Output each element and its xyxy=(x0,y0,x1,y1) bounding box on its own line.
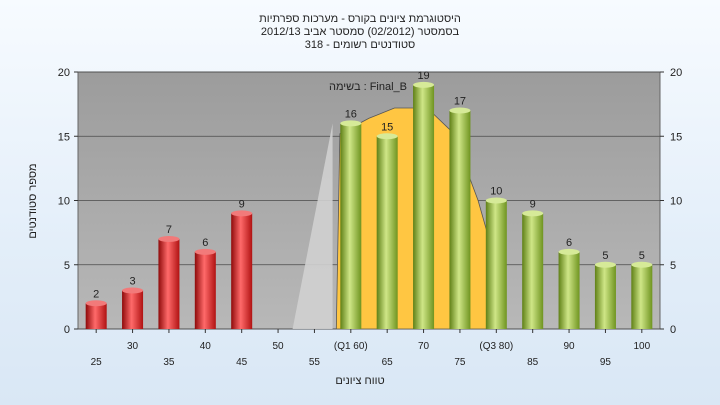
bar xyxy=(449,110,471,329)
bar xyxy=(631,264,653,329)
x-tick-label: 35 xyxy=(163,357,175,368)
bar-value-label: 9 xyxy=(239,198,245,210)
bar xyxy=(522,213,544,329)
y-axis-label: מספר סטודנטים xyxy=(27,163,39,238)
x-tick-label: 25 xyxy=(91,357,103,368)
bar xyxy=(340,123,362,330)
bar xyxy=(231,213,253,329)
bar xyxy=(158,239,180,329)
x-tick-label: 40 xyxy=(200,341,212,352)
bar-cap xyxy=(449,107,471,114)
bar-series xyxy=(85,81,653,330)
chart-title-line-3: סטודנטים רשומים - 318 xyxy=(305,39,416,51)
bar-value-label: 3 xyxy=(130,275,136,287)
bar xyxy=(594,264,616,329)
series-annotation: בשימה : Final_B xyxy=(329,81,407,93)
bar xyxy=(558,251,580,329)
bar-value-label: 2 xyxy=(93,288,99,300)
bar-value-label: 10 xyxy=(490,186,502,198)
bar xyxy=(85,303,107,329)
bar-cap xyxy=(340,120,362,127)
bar xyxy=(485,200,507,329)
x-tick-label: 95 xyxy=(600,357,612,368)
y-tick-label-right: 20 xyxy=(670,67,682,79)
bar-cap xyxy=(522,210,544,217)
data-labels: 2 3 7 6 9 16 15 19 17 10 9 6 5 5 xyxy=(93,70,645,300)
x-tick-label: 30 xyxy=(127,341,139,352)
bar-value-label: 6 xyxy=(202,237,208,249)
bar-cap xyxy=(558,248,580,255)
bar xyxy=(122,290,144,329)
x-tick-label: 45 xyxy=(236,357,248,368)
bar-cap xyxy=(594,261,616,268)
chart-title-line-2: בסמסטר (02/2012) סמסטר אביב 2012/13 xyxy=(261,26,460,38)
bar-value-label: 19 xyxy=(417,70,429,82)
bar-value-label: 7 xyxy=(166,224,172,236)
y-tick-label: 15 xyxy=(58,131,70,143)
y-axis-right: 0 5 10 15 20 xyxy=(660,67,682,336)
bar-value-label: 9 xyxy=(530,198,536,210)
bar-cap xyxy=(231,210,253,217)
x-tick-label: 55 xyxy=(309,357,321,368)
y-tick-label-right: 10 xyxy=(670,196,682,208)
bar xyxy=(413,84,435,329)
y-tick-label: 10 xyxy=(58,196,70,208)
x-axis-label: טווח ציונים xyxy=(335,375,384,387)
lower-area xyxy=(292,123,333,330)
y-tick-label-right: 5 xyxy=(670,260,676,272)
bar-value-label: 16 xyxy=(345,108,357,120)
x-tick-label: 85 xyxy=(527,357,539,368)
bar-cap xyxy=(413,81,435,88)
y-axis-left: 0 5 10 15 20 xyxy=(58,67,78,336)
bar-cap xyxy=(376,133,398,140)
x-tick-label: 70 xyxy=(418,341,430,352)
bar-cap xyxy=(631,261,653,268)
x-tick-label: 65 xyxy=(382,357,394,368)
chart-title-line-1: היסטוגרמת ציונים בקורס - מערכות ספרתיות xyxy=(259,13,461,25)
x-axis: 25 30 35 40 45 50 55 (Q1 60) 65 70 75 (Q3 80) 85 90 95… xyxy=(91,329,651,368)
bar-value-label: 5 xyxy=(602,250,608,262)
x-tick-label: (Q3 80) xyxy=(479,341,513,352)
bar-cap xyxy=(122,287,144,294)
x-tick-label: (Q1 60) xyxy=(334,341,368,352)
bar-cap xyxy=(85,300,107,307)
bar-value-label: 5 xyxy=(639,250,645,262)
x-tick-label: 100 xyxy=(633,341,650,352)
y-tick-label: 5 xyxy=(64,260,70,272)
bar-value-label: 15 xyxy=(381,121,393,133)
bar-cap xyxy=(194,248,216,255)
y-tick-label: 20 xyxy=(58,67,70,79)
bar-cap xyxy=(485,197,507,204)
y-tick-label-right: 15 xyxy=(670,131,682,143)
y-tick-label: 0 xyxy=(64,324,70,336)
bar xyxy=(194,251,216,329)
bar xyxy=(376,136,398,329)
bar-value-label: 17 xyxy=(454,96,466,108)
bar-cap xyxy=(158,236,180,243)
x-tick-label: 75 xyxy=(454,357,466,368)
y-tick-label-right: 0 xyxy=(670,324,676,336)
chart-title: היסטוגרמת ציונים בקורס - מערכות ספרתיות … xyxy=(259,13,461,51)
x-tick-label: 50 xyxy=(273,341,285,352)
x-tick-label: 90 xyxy=(564,341,576,352)
bar-value-label: 6 xyxy=(566,237,572,249)
